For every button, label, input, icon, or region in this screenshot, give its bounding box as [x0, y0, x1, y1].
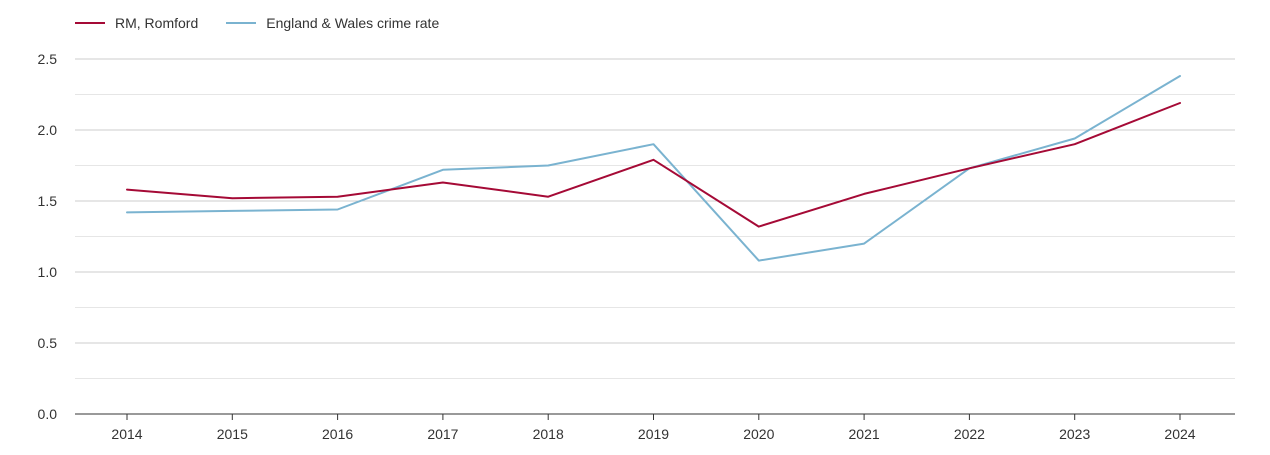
data-point-england-wales[interactable] — [547, 165, 549, 166]
data-point-romford[interactable] — [1179, 102, 1181, 104]
x-tick-label: 2015 — [217, 426, 248, 442]
legend: RM, Romford England & Wales crime rate — [75, 15, 467, 31]
data-point-england-wales[interactable] — [231, 210, 233, 212]
x-tick-label: 2018 — [533, 426, 564, 442]
data-point-england-wales[interactable] — [758, 260, 760, 262]
data-point-romford[interactable] — [863, 193, 865, 195]
data-point-romford[interactable] — [126, 189, 128, 191]
y-tick-label: 0.0 — [38, 406, 58, 422]
axis-layer: 0.0 0.5 1.0 1.5 2.0 2.5 2014 2015 2016 2017 2018 20… — [38, 51, 1235, 442]
data-point-romford[interactable] — [231, 197, 233, 199]
y-tick-label: 2.0 — [38, 122, 58, 138]
data-point-romford[interactable] — [758, 226, 760, 228]
legend-swatch-romford — [75, 22, 105, 24]
x-tick-label: 2023 — [1059, 426, 1090, 442]
data-point-england-wales[interactable] — [1179, 75, 1181, 77]
x-tick-label: 2022 — [954, 426, 985, 442]
data-point-romford[interactable] — [968, 167, 970, 169]
x-tick-label: 2016 — [322, 426, 353, 442]
data-point-england-wales[interactable] — [442, 169, 444, 171]
grid-layer — [75, 58, 1235, 379]
data-point-romford[interactable] — [337, 196, 339, 198]
series-line-romford — [126, 102, 1181, 228]
series-layer — [126, 75, 1181, 262]
data-point-romford[interactable] — [1074, 143, 1076, 145]
y-tick-label: 0.5 — [38, 335, 58, 351]
data-point-england-wales[interactable] — [126, 211, 128, 213]
series-line-england-wales — [126, 75, 1181, 262]
legend-swatch-england-wales — [226, 22, 257, 24]
x-tick-label: 2019 — [638, 426, 669, 442]
x-tick-label: 2017 — [427, 426, 458, 442]
legend-label-england-wales: England & Wales crime rate — [266, 15, 440, 31]
data-point-england-wales[interactable] — [653, 143, 654, 145]
data-point-romford[interactable] — [653, 159, 654, 161]
x-tick-label: 2014 — [111, 426, 142, 442]
y-tick-label: 1.0 — [38, 264, 58, 280]
y-tick-label: 1.5 — [38, 193, 58, 209]
data-point-romford[interactable] — [547, 196, 549, 198]
legend-item-romford[interactable]: RM, Romford — [75, 15, 198, 31]
x-tick-label: 2024 — [1164, 426, 1195, 442]
data-point-england-wales[interactable] — [1074, 138, 1076, 140]
data-point-england-wales[interactable] — [337, 209, 339, 211]
data-point-england-wales[interactable] — [863, 243, 865, 245]
legend-label-romford: RM, Romford — [115, 15, 199, 31]
x-tick-label: 2020 — [743, 426, 774, 442]
y-tick-label: 2.5 — [38, 51, 58, 67]
legend-item-england-wales[interactable]: England & Wales crime rate — [226, 15, 439, 31]
x-tick-label: 2021 — [849, 426, 880, 442]
data-point-romford[interactable] — [442, 182, 444, 184]
